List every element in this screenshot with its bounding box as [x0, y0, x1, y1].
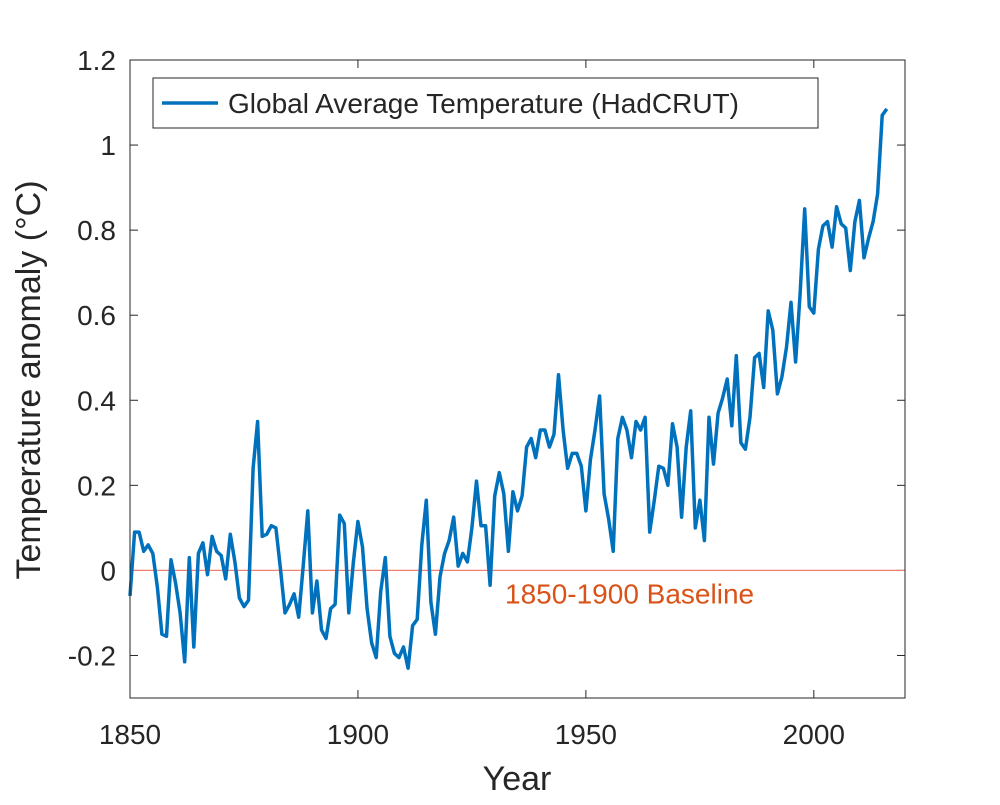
baseline-label: 1850-1900 Baseline: [505, 578, 754, 609]
y-tick-label: 0.4: [77, 385, 116, 416]
x-tick-label: 1850: [99, 719, 161, 750]
x-tick-label: 1900: [327, 719, 389, 750]
series-line-hadcrut: [128, 107, 889, 670]
plot-area-frame: [129, 59, 906, 699]
y-tick-label: 0.8: [77, 215, 116, 246]
x-tick-label: 1950: [555, 719, 617, 750]
y-tick-label: 1: [100, 130, 116, 161]
y-tick-label: 0.2: [77, 470, 116, 501]
y-tick-label: 1.2: [77, 45, 116, 76]
y-tick-label: -0.2: [68, 640, 116, 671]
x-tick-label: 2000: [783, 719, 845, 750]
legend-label: Global Average Temperature (HadCRUT): [228, 88, 739, 119]
legend: Global Average Temperature (HadCRUT): [152, 77, 819, 129]
y-axis-label: Temperature anomaly (°C): [10, 180, 48, 579]
x-axis-label: Year: [483, 760, 552, 798]
y-tick-label: 0: [100, 555, 116, 586]
axis-ticks: 1850 1900 1950 2000 -0.2 0 0.2 0.4 0.6 0.8 1 1.2: [68, 45, 905, 750]
legend-box: [152, 77, 819, 129]
y-tick-label: 0.6: [77, 300, 116, 331]
